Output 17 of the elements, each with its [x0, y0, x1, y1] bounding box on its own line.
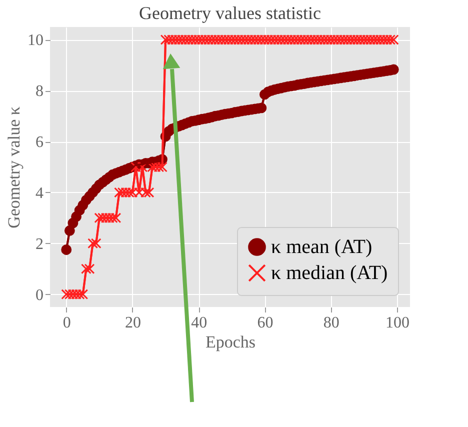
chart-title: Geometry values statistic — [139, 3, 321, 23]
y-tick-label: 6 — [36, 134, 44, 152]
x-tick-label: 40 — [191, 314, 208, 332]
x-tick-label: 80 — [323, 314, 340, 332]
y-tick-label: 0 — [36, 286, 44, 304]
y-tick-label: 2 — [36, 236, 44, 253]
x-tick-label: 100 — [385, 314, 410, 332]
legend-label: κ mean (AT) — [271, 236, 372, 258]
y-axis-title: Geometry value κ — [4, 106, 24, 228]
y-tick-label: 8 — [36, 83, 44, 100]
x-tick-label: 60 — [257, 314, 274, 332]
x-axis-title: Epochs — [205, 332, 256, 352]
x-tick-label: 0 — [62, 314, 71, 332]
x-tick-label: 20 — [124, 314, 141, 332]
y-tick-label: 10 — [28, 32, 44, 50]
legend-label: κ median (AT) — [271, 262, 388, 284]
y-tick-label: 4 — [36, 184, 44, 202]
